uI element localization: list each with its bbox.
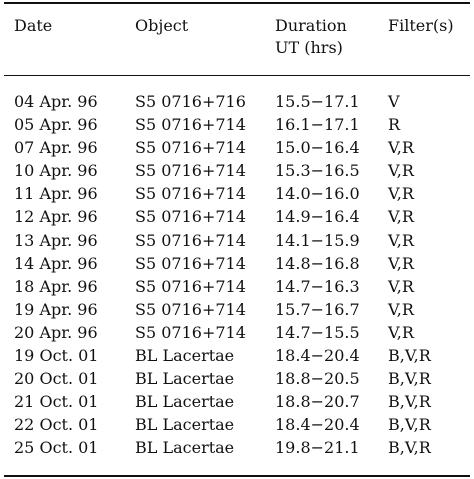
cell-duration: 14.7−16.3 (275, 276, 360, 296)
cell-object: S5 0716+714 (135, 115, 246, 135)
header-date: Date (14, 16, 53, 35)
table-row: 20 Oct. 01 BL Lacertae 18.8−20.5 B,V,R (0, 368, 474, 391)
cell-duration: 19.8−21.1 (275, 438, 360, 458)
cell-filters: B,V,R (388, 392, 431, 412)
cell-filters: V,R (388, 138, 414, 158)
cell-duration: 18.8−20.7 (275, 392, 360, 412)
cell-date: 11 Apr. 96 (14, 184, 98, 204)
table-row: 13 Apr. 96 S5 0716+714 14.1−15.9 V,R (0, 230, 474, 253)
cell-filters: V,R (388, 322, 414, 342)
cell-duration: 14.8−16.8 (275, 253, 360, 273)
cell-duration: 18.8−20.5 (275, 369, 360, 389)
cell-filters: V,R (388, 230, 414, 250)
cell-date: 07 Apr. 96 (14, 138, 98, 158)
cell-object: BL Lacertae (135, 346, 235, 366)
cell-date: 14 Apr. 96 (14, 253, 98, 273)
table-header-rule (4, 75, 470, 76)
cell-filters: V,R (388, 161, 414, 181)
cell-filters: B,V,R (388, 369, 431, 389)
table-row: 10 Apr. 96 S5 0716+714 15.3−16.5 V,R (0, 160, 474, 183)
cell-date: 18 Apr. 96 (14, 276, 98, 296)
cell-date: 21 Oct. 01 (14, 392, 99, 412)
table-row: 21 Oct. 01 BL Lacertae 18.8−20.7 B,V,R (0, 391, 474, 414)
cell-date: 20 Apr. 96 (14, 322, 98, 342)
table-bottom-rule (4, 475, 470, 477)
cell-date: 05 Apr. 96 (14, 115, 98, 135)
table-row: 25 Oct. 01 BL Lacertae 19.8−21.1 B,V,R (0, 437, 474, 460)
cell-date: 25 Oct. 01 (14, 438, 99, 458)
cell-object: S5 0716+714 (135, 253, 246, 273)
cell-object: S5 0716+716 (135, 92, 246, 111)
cell-filters: B,V,R (388, 415, 431, 435)
header-duration: Duration (275, 16, 347, 35)
header-duration-unit: UT (hrs) (275, 38, 343, 57)
table-row: 18 Apr. 96 S5 0716+714 14.7−16.3 V,R (0, 276, 474, 299)
cell-duration: 16.1−17.1 (275, 115, 360, 135)
cell-date: 12 Apr. 96 (14, 207, 98, 227)
cell-object: S5 0716+714 (135, 230, 246, 250)
cell-filters: V,R (388, 276, 414, 296)
cell-duration: 15.3−16.5 (275, 161, 360, 181)
header-filters: Filter(s) (388, 16, 454, 35)
cell-date: 20 Oct. 01 (14, 369, 99, 389)
table-row: 19 Oct. 01 BL Lacertae 18.4−20.4 B,V,R (0, 345, 474, 368)
cell-filters: V (388, 92, 400, 111)
cell-object: S5 0716+714 (135, 207, 246, 227)
cell-filters: R (388, 115, 401, 135)
cell-duration: 14.1−15.9 (275, 230, 360, 250)
cell-duration: 18.4−20.4 (275, 415, 360, 435)
table-row: 14 Apr. 96 S5 0716+714 14.8−16.8 V,R (0, 253, 474, 276)
table-row: 05 Apr. 96 S5 0716+714 16.1−17.1 R (0, 114, 474, 137)
cell-filters: V,R (388, 253, 414, 273)
cell-duration: 18.4−20.4 (275, 346, 360, 366)
cell-date: 13 Apr. 96 (14, 230, 98, 250)
table-row: 20 Apr. 96 S5 0716+714 14.7−15.5 V,R (0, 322, 474, 345)
table-row: 07 Apr. 96 S5 0716+714 15.0−16.4 V,R (0, 137, 474, 160)
table-top-rule (4, 2, 470, 4)
cell-duration: 14.7−15.5 (275, 322, 360, 342)
cell-object: S5 0716+714 (135, 276, 246, 296)
cell-object: S5 0716+714 (135, 138, 246, 158)
table-row: 22 Oct. 01 BL Lacertae 18.4−20.4 B,V,R (0, 414, 474, 437)
cell-object: S5 0716+714 (135, 161, 246, 181)
cell-duration: 15.7−16.7 (275, 299, 360, 319)
cell-object: BL Lacertae (135, 415, 235, 435)
cell-date: 10 Apr. 96 (14, 161, 98, 181)
cell-object: BL Lacertae (135, 369, 235, 389)
cell-duration: 15.0−16.4 (275, 138, 360, 158)
cell-object: BL Lacertae (135, 392, 235, 412)
cell-date: 19 Oct. 01 (14, 346, 99, 366)
cell-duration: 14.9−16.4 (275, 207, 360, 227)
table-row: 12 Apr. 96 S5 0716+714 14.9−16.4 V,R (0, 206, 474, 229)
cell-duration: 14.0−16.0 (275, 184, 360, 204)
cell-filters: B,V,R (388, 438, 431, 458)
cell-filters: V,R (388, 299, 414, 319)
header-object: Object (135, 16, 189, 35)
cell-object: S5 0716+714 (135, 184, 246, 204)
table-body: 04 Apr. 96 S5 0716+716 15.5−17.1 V 05 Apr. 9… (0, 91, 474, 461)
table-row: 19 Apr. 96 S5 0716+714 15.7−16.7 V,R (0, 299, 474, 322)
cell-date: 22 Oct. 01 (14, 415, 99, 435)
cell-filters: V,R (388, 184, 414, 204)
table-row: 11 Apr. 96 S5 0716+714 14.0−16.0 V,R (0, 183, 474, 206)
cell-date: 04 Apr. 96 (14, 92, 98, 111)
table-row: 04 Apr. 96 S5 0716+716 15.5−17.1 V (0, 91, 474, 114)
cell-object: S5 0716+714 (135, 299, 246, 319)
cell-date: 19 Apr. 96 (14, 299, 98, 319)
cell-filters: B,V,R (388, 346, 431, 366)
cell-object: S5 0716+714 (135, 322, 246, 342)
cell-duration: 15.5−17.1 (275, 92, 360, 111)
cell-object: BL Lacertae (135, 438, 235, 458)
cell-filters: V,R (388, 207, 414, 227)
